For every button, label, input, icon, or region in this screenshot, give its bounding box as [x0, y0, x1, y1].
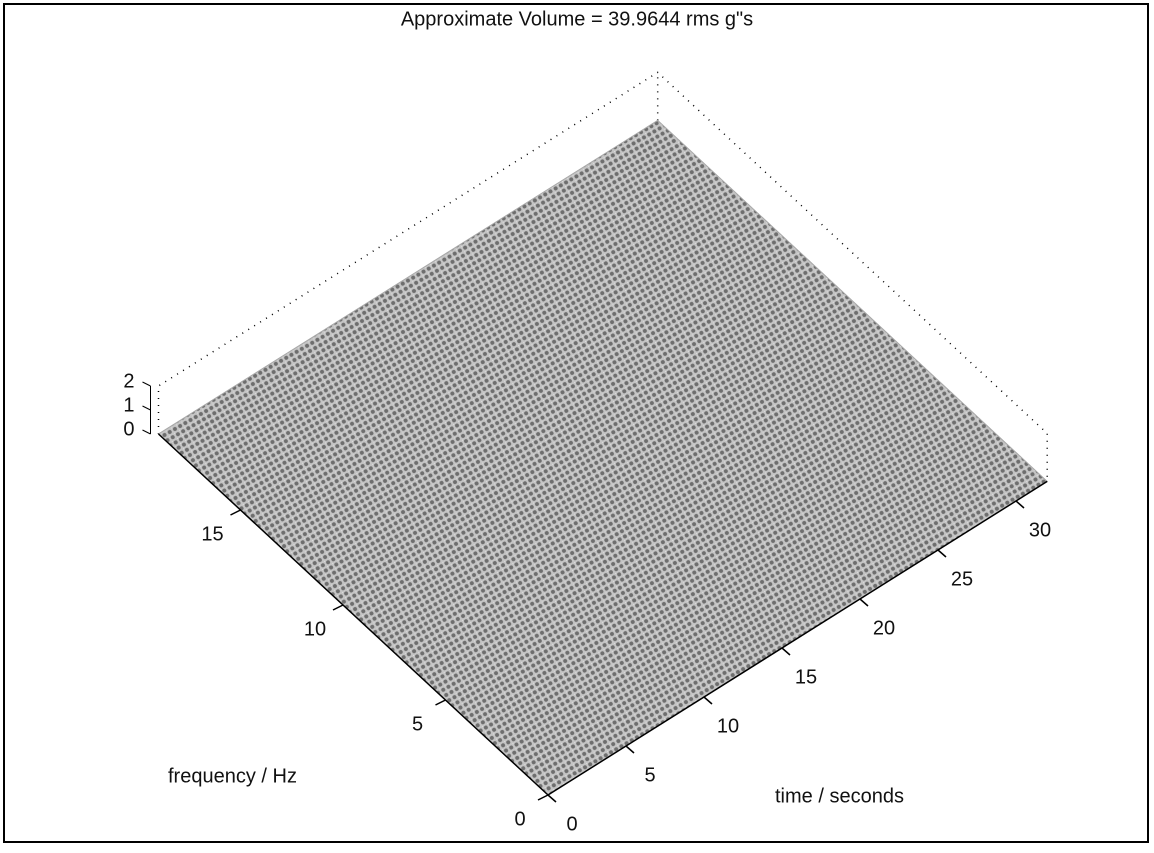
x-tick [704, 697, 712, 704]
x-tick-label: 10 [717, 715, 739, 737]
x-tick-label: 25 [951, 568, 973, 590]
x-axis-label: time / seconds [775, 785, 904, 807]
surface [159, 120, 1048, 795]
y-tick-label: 10 [304, 618, 326, 640]
z-tick [143, 406, 151, 410]
chart-title: Approximate Volume = 39.9644 rms g"s [401, 8, 753, 30]
y-tick-label: 0 [514, 808, 525, 830]
z-tick-label: 1 [123, 394, 134, 416]
x-tick [938, 550, 946, 557]
chart: Approximate Volume = 39.9644 rms g"s fre… [0, 0, 1154, 848]
x-tick-label: 5 [644, 764, 655, 786]
y-tick [436, 700, 446, 705]
x-tick-label: 15 [795, 666, 817, 688]
y-tick-label: 5 [412, 713, 423, 735]
z-tick-label: 2 [123, 370, 134, 392]
x-tick [548, 795, 556, 802]
y-axis-label: frequency / Hz [168, 765, 297, 787]
y-tick [231, 510, 241, 515]
z-tick-label: 0 [123, 418, 134, 440]
x-tick-label: 30 [1029, 519, 1051, 541]
x-tick [1016, 501, 1024, 508]
z-tick [143, 430, 151, 434]
x-tick-label: 20 [873, 617, 895, 639]
x-tick [860, 599, 868, 606]
y-tick [538, 795, 548, 800]
z-tick [143, 382, 151, 386]
x-tick [782, 648, 790, 655]
y-tick-label: 15 [201, 523, 223, 545]
x-tick-label: 0 [566, 813, 577, 835]
y-tick [333, 605, 343, 610]
x-tick [626, 746, 634, 753]
